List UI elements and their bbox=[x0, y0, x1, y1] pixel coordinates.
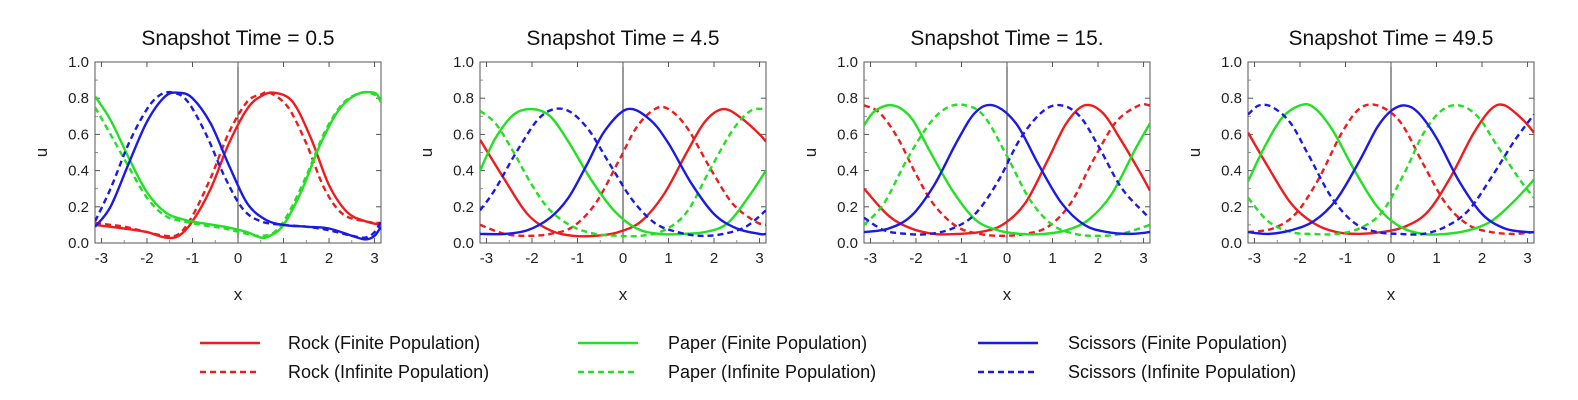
series-line-scissors-infinite bbox=[480, 107, 766, 238]
x-tick-label: -2 bbox=[909, 250, 922, 267]
series-line-scissors-finite bbox=[864, 103, 1150, 236]
y-tick-label: 0.0 bbox=[1221, 235, 1242, 252]
x-tick-label: -1 bbox=[1339, 250, 1352, 267]
x-tick-label: -3 bbox=[480, 250, 493, 267]
y-tick-label: 0.2 bbox=[1221, 199, 1242, 216]
series-line-scissors-infinite bbox=[95, 90, 381, 239]
y-tick-label: 1.0 bbox=[837, 54, 858, 71]
y-axis-label: u bbox=[417, 148, 436, 157]
chart-panel-2: Snapshot Time = 4.5 -3 -2 -1 0 1 2 3 0.0 0.2 0.4 0.… bbox=[417, 27, 767, 304]
x-tick-label: -3 bbox=[864, 250, 877, 267]
x-tick-label: 1 bbox=[279, 250, 287, 267]
series-line-paper-infinite bbox=[95, 91, 381, 238]
y-tick-label: 0.8 bbox=[453, 90, 474, 107]
x-tick-label: 3 bbox=[370, 250, 378, 267]
x-tick-label: 0 bbox=[1387, 250, 1395, 267]
series-line-paper-finite bbox=[480, 107, 766, 236]
y-tick-label: 0.2 bbox=[453, 199, 474, 216]
y-tick-label: 0.8 bbox=[1221, 90, 1242, 107]
legend-label: Rock (Infinite Population) bbox=[288, 362, 489, 382]
y-axis-label: u bbox=[1185, 148, 1204, 157]
series-line-scissors-finite bbox=[480, 107, 766, 236]
series-line-rock-infinite bbox=[95, 90, 381, 238]
y-axis-label: u bbox=[801, 148, 820, 157]
x-tick-label: -1 bbox=[186, 250, 199, 267]
series-line-scissors-infinite bbox=[864, 103, 1150, 236]
x-axis-label: x bbox=[1387, 285, 1396, 304]
legend-label: Paper (Infinite Population) bbox=[668, 362, 876, 382]
series-line-rock-finite bbox=[864, 103, 1150, 236]
chart-title: Snapshot Time = 49.5 bbox=[1289, 27, 1494, 50]
x-tick-label: -3 bbox=[95, 250, 108, 267]
series-line-paper-finite bbox=[864, 103, 1150, 236]
x-tick-label: 2 bbox=[1094, 250, 1102, 267]
y-tick-label: 0.6 bbox=[837, 126, 858, 143]
x-tick-label: 1 bbox=[1432, 250, 1440, 267]
y-tick-label: 0.2 bbox=[837, 199, 858, 216]
x-tick-label: -1 bbox=[955, 250, 968, 267]
y-tick-label: 0.0 bbox=[837, 235, 858, 252]
y-tick-label: 0.6 bbox=[68, 126, 89, 143]
legend-label: Rock (Finite Population) bbox=[288, 333, 480, 353]
y-tick-label: 0.6 bbox=[453, 126, 474, 143]
chart-panel-4: Snapshot Time = 49.5 -3 -2 -1 0 1 2 3 0.0 0.2 0.4 0… bbox=[1185, 27, 1535, 304]
chart-title: Snapshot Time = 4.5 bbox=[526, 27, 719, 50]
x-tick-label: 1 bbox=[664, 250, 672, 267]
x-tick-label: 3 bbox=[1139, 250, 1147, 267]
chart-panel-1: Snapshot Time = 0.5 -3 -2 -1 0 1 2 3 0.0 0.2 0.4 0.… bbox=[32, 27, 382, 304]
legend-label: Paper (Finite Population) bbox=[668, 333, 867, 353]
y-tick-label: 1.0 bbox=[1221, 54, 1242, 71]
y-tick-label: 1.0 bbox=[68, 54, 89, 71]
x-tick-label: 3 bbox=[1523, 250, 1531, 267]
series-line-rock-finite bbox=[480, 107, 766, 238]
x-tick-label: 3 bbox=[755, 250, 763, 267]
series-line-rock-infinite bbox=[864, 103, 1150, 238]
series-line-rock-infinite bbox=[1248, 103, 1534, 236]
y-tick-label: 0.4 bbox=[453, 163, 474, 180]
legend-label: Scissors (Finite Population) bbox=[1068, 333, 1287, 353]
series-line-rock-finite bbox=[95, 91, 381, 240]
y-axis-label: u bbox=[32, 148, 51, 157]
series-line-paper-infinite bbox=[1248, 103, 1534, 236]
x-tick-label: 0 bbox=[1003, 250, 1011, 267]
y-tick-label: 0.2 bbox=[68, 199, 89, 216]
chart-title: Snapshot Time = 15. bbox=[910, 27, 1103, 50]
y-tick-label: 0.4 bbox=[837, 163, 858, 180]
x-tick-label: -2 bbox=[140, 250, 153, 267]
y-tick-label: 0.6 bbox=[1221, 126, 1242, 143]
chart-panel-3: Snapshot Time = 15. -3 -2 -1 0 1 2 3 0.0 0.2 0.4 0.… bbox=[801, 27, 1151, 304]
x-tick-label: 0 bbox=[619, 250, 627, 267]
x-axis-label: x bbox=[619, 285, 628, 304]
y-tick-label: 0.0 bbox=[453, 235, 474, 252]
x-tick-label: 2 bbox=[710, 250, 718, 267]
y-tick-label: 0.4 bbox=[68, 163, 89, 180]
series-line-rock-infinite bbox=[480, 105, 766, 238]
x-tick-label: 1 bbox=[1048, 250, 1056, 267]
series-line-paper-infinite bbox=[864, 103, 1150, 238]
y-tick-label: 0.8 bbox=[68, 90, 89, 107]
y-tick-label: 0.0 bbox=[68, 235, 89, 252]
x-tick-label: -3 bbox=[1248, 250, 1261, 267]
series-line-scissors-infinite bbox=[1248, 103, 1534, 236]
x-tick-label: 0 bbox=[234, 250, 242, 267]
y-tick-label: 0.8 bbox=[837, 90, 858, 107]
x-tick-label: -2 bbox=[525, 250, 538, 267]
legend: Rock (Finite Population) Rock (Infinite P… bbox=[200, 333, 1296, 382]
legend-label: Scissors (Infinite Population) bbox=[1068, 362, 1296, 382]
series-line-scissors-finite bbox=[1248, 104, 1534, 236]
x-tick-label: -1 bbox=[571, 250, 584, 267]
series-line-paper-infinite bbox=[480, 107, 766, 238]
x-axis-label: x bbox=[234, 285, 243, 304]
x-tick-label: -2 bbox=[1293, 250, 1306, 267]
y-tick-label: 0.4 bbox=[1221, 163, 1242, 180]
chart-title: Snapshot Time = 0.5 bbox=[141, 27, 334, 50]
x-tick-label: 2 bbox=[1478, 250, 1486, 267]
series-line-rock-finite bbox=[1248, 103, 1534, 236]
x-tick-label: 2 bbox=[325, 250, 333, 267]
series-line-paper-finite bbox=[1248, 102, 1534, 236]
y-tick-label: 1.0 bbox=[453, 54, 474, 71]
x-axis-label: x bbox=[1003, 285, 1012, 304]
